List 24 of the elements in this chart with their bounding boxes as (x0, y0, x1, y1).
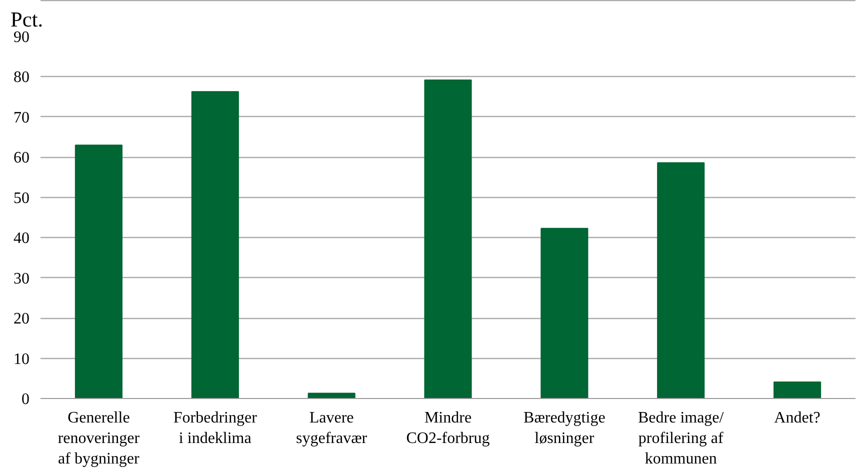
x-tick-label: Bedre image/ profilering af kommunen (638, 410, 724, 468)
bar (657, 162, 705, 398)
y-tick-label: 60 (14, 150, 30, 167)
y-tick-label: 30 (14, 270, 30, 288)
x-tick-label: Forbedringer i indeklima (173, 410, 258, 447)
bar (74, 144, 122, 398)
y-tick-label: 40 (14, 230, 30, 248)
x-tick-label: Mindre CO2-forbrug (406, 410, 490, 447)
bar (191, 91, 239, 398)
y-tick-label: 50 (14, 190, 30, 207)
y-tick-label: 10 (14, 350, 30, 368)
y-tick-label: 0 (22, 391, 30, 408)
y-tick-label: 90 (14, 29, 30, 46)
y-tick-label: 20 (14, 310, 30, 328)
y-axis-title: Pct. (10, 8, 44, 32)
y-tick-label: 70 (14, 109, 30, 126)
x-tick-label: Andet? (774, 410, 820, 426)
x-tick-label: Lavere sygefravær (296, 410, 368, 447)
bar (540, 228, 588, 398)
bar (774, 382, 822, 398)
bar (424, 79, 472, 398)
x-tick-label: Generelle renoveringer af bygninger (58, 410, 140, 468)
y-tick-label: 80 (14, 69, 30, 86)
x-tick-label: Bæredygtige løsninger (524, 410, 606, 447)
